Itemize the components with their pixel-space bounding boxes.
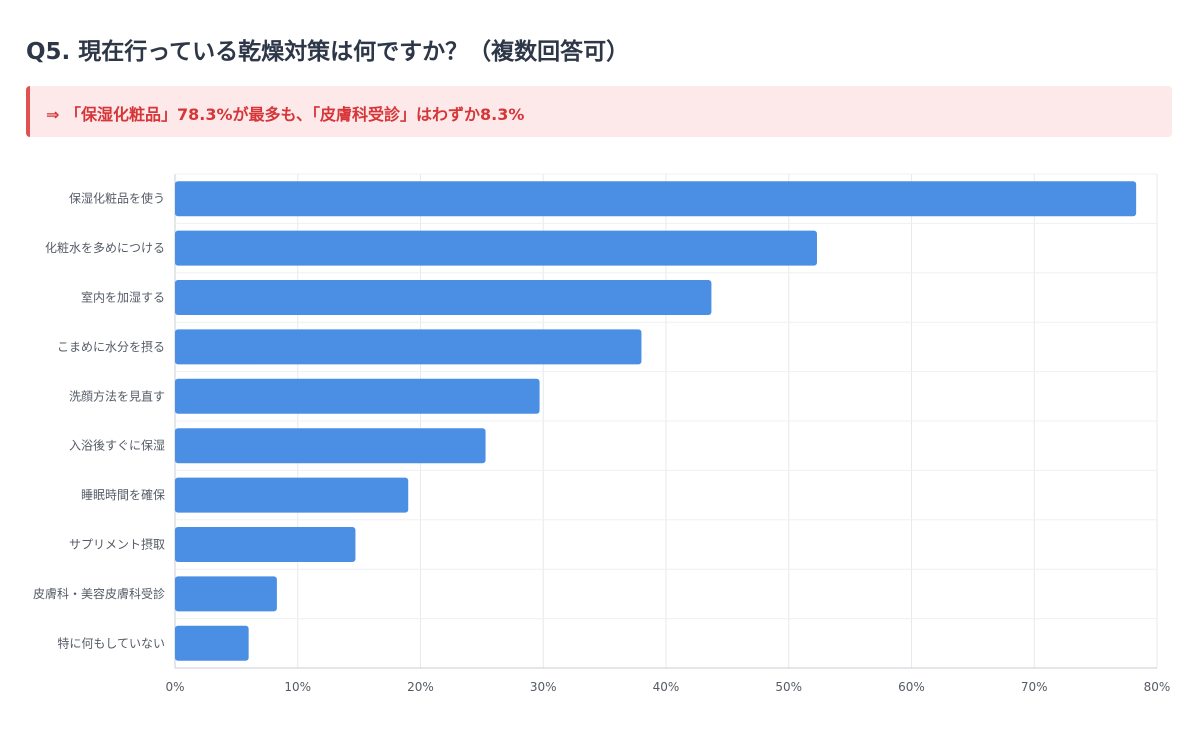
x-tick-label: 60% — [898, 680, 925, 694]
page-title: Q5. 現在行っている乾燥対策は何ですか？（複数回答可） — [26, 39, 630, 65]
bar[interactable] — [175, 230, 817, 266]
bar[interactable] — [175, 329, 642, 365]
callout-text: ⇒ 「保湿化粧品」78.3%が最多も、「皮膚科受診」はわずか8.3% — [46, 105, 525, 124]
category-label: こまめに水分を摂る — [57, 339, 165, 354]
x-tick-label: 10% — [284, 680, 311, 694]
bar[interactable] — [175, 625, 249, 661]
category-label: 洗顔方法を見直す — [69, 388, 165, 403]
bar[interactable] — [175, 527, 356, 562]
x-tick-label: 30% — [530, 680, 557, 694]
bar[interactable] — [175, 428, 486, 464]
x-tick-label: 0% — [165, 680, 184, 694]
x-tick-label: 80% — [1144, 680, 1171, 694]
category-label: 入浴後すぐに保湿 — [69, 438, 165, 453]
category-label: 特に何もしていない — [57, 635, 165, 650]
category-labels: 保湿化粧品を使う化粧水を多めにつける室内を加湿するこまめに水分を摂る洗顔方法を見… — [33, 191, 165, 651]
x-tick-label: 70% — [1021, 680, 1048, 694]
bar[interactable] — [175, 181, 1137, 217]
bar[interactable] — [175, 378, 540, 414]
bar[interactable] — [175, 280, 712, 315]
x-tick-label: 40% — [653, 680, 680, 694]
x-tick-label: 20% — [407, 680, 434, 694]
x-tick-label: 50% — [775, 680, 802, 694]
category-label: 睡眠時間を確保 — [81, 487, 165, 502]
category-label: 化粧水を多めにつける — [45, 241, 165, 255]
x-tick-labels: 0% 10% 20% 30% 40% 50% 60% 70% 80% — [165, 680, 1170, 694]
category-label: 保湿化粧品を使う — [69, 191, 165, 206]
category-label: サプリメント摂取 — [69, 537, 165, 552]
bar[interactable] — [175, 576, 277, 612]
summary-callout: ⇒ 「保湿化粧品」78.3%が最多も、「皮膚科受診」はわずか8.3% — [26, 86, 1172, 137]
chart-bars — [175, 181, 1137, 661]
category-label: 室内を加湿する — [81, 290, 165, 305]
category-label: 皮膚科・美容皮膚科受診 — [33, 586, 165, 601]
bar[interactable] — [175, 477, 409, 513]
